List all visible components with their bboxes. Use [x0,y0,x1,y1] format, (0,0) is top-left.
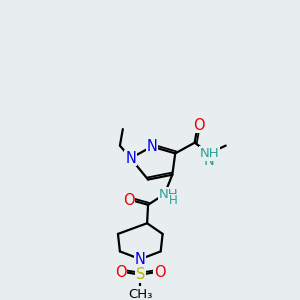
Text: O: O [193,118,204,133]
Text: N: N [204,153,214,168]
Text: N: N [146,139,158,154]
Text: O: O [154,265,166,280]
Text: S: S [136,267,145,282]
Text: H: H [169,194,178,207]
Text: O: O [115,265,127,280]
Text: CH₃: CH₃ [128,288,152,300]
Text: O: O [123,194,134,208]
Text: N: N [125,151,136,166]
Text: NH: NH [159,188,178,201]
Text: H: H [204,146,214,159]
Text: N: N [135,252,146,267]
Text: NH: NH [200,147,219,160]
